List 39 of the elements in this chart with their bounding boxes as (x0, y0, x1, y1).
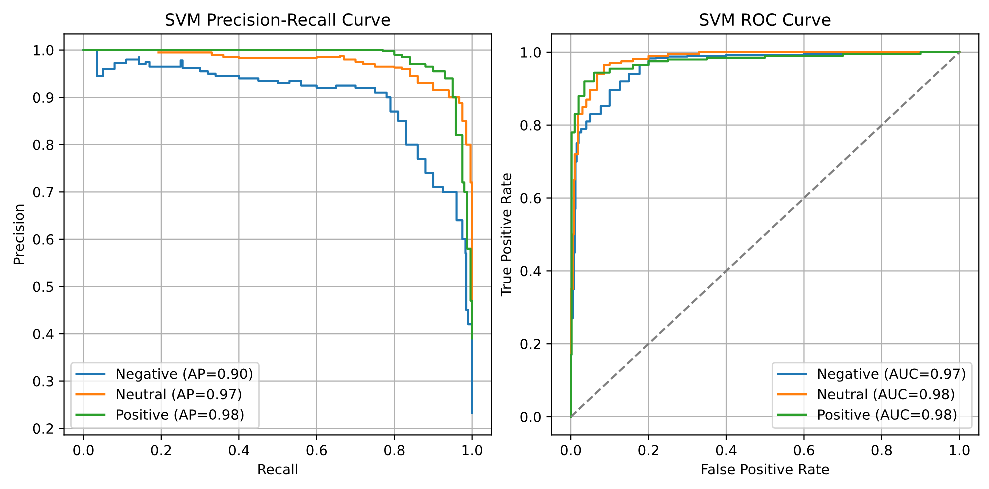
y-tick-label: 0.4 (33, 328, 54, 340)
legend-label: Negative (AUC=0.97) (818, 368, 966, 382)
x-tick-label: 0.4 (229, 445, 250, 456)
y-axis-title: Precision (13, 204, 24, 264)
y-tick-label: 0.3 (33, 376, 54, 387)
x-tick-label: 0.6 (794, 445, 814, 456)
y-tick-label: 1.0 (34, 45, 54, 56)
x-tick-label: 1.0 (462, 445, 482, 456)
y-axis-title: True Positive Rate (500, 174, 512, 297)
x-tick-label: 0.2 (151, 445, 172, 456)
y-tick-label: 0.5 (33, 282, 54, 292)
y-tick-label: 0.8 (33, 140, 54, 150)
x-tick-label: 0.2 (638, 445, 658, 456)
y-tick-label: 1.0 (521, 47, 541, 58)
chart-title: SVM ROC Curve (700, 14, 831, 26)
x-tick-label: 0.8 (384, 445, 405, 456)
y-tick-label: 0.2 (33, 424, 54, 434)
x-tick-label: 0.0 (560, 445, 582, 456)
legend-label: Positive (AUC=0.98) (818, 409, 957, 422)
y-tick-label: 0.2 (520, 339, 541, 350)
x-tick-label: 0.8 (872, 445, 892, 456)
legend-label: Positive (AP=0.98) (117, 409, 244, 422)
y-tick-label: 0.6 (33, 234, 54, 245)
x-tick-label: 0.0 (74, 445, 94, 456)
y-tick-label: 0.7 (33, 187, 54, 198)
x-axis-title: False Positive Rate (702, 464, 830, 475)
x-axis-title: Recall (258, 464, 298, 475)
y-tick-label: 0.8 (520, 120, 541, 131)
x-tick-label: 1.0 (950, 445, 970, 456)
x-tick-label: 0.6 (306, 445, 328, 456)
y-tick-label: 0.6 (520, 193, 542, 204)
legend-label: Negative (AP=0.90) (117, 368, 252, 382)
x-tick-label: 0.4 (716, 445, 737, 456)
y-tick-label: 0.9 (33, 92, 54, 104)
chart-title: SVM Precision-Recall Curve (166, 13, 390, 26)
legend-label: Neutral (AUC=0.98) (818, 388, 954, 402)
y-tick-label: 0.4 (520, 266, 542, 277)
y-tick-label: 0.0 (520, 412, 541, 422)
legend-label: Neutral (AP=0.97) (117, 388, 242, 402)
